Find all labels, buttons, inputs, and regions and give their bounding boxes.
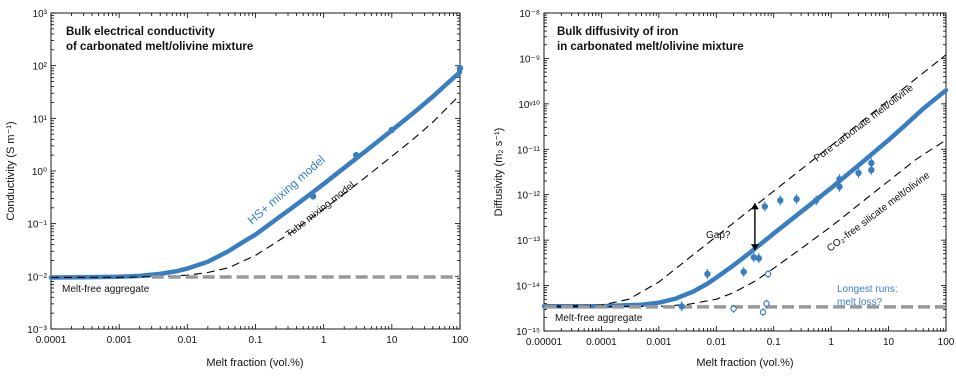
left-x-tick-label: 1 — [321, 335, 327, 346]
right-x-tick-label: 0.001 — [646, 337, 671, 348]
right-y-tick-label: 10⁻¹¹ — [517, 145, 541, 156]
right-y-tick-label: 10⁻¹⁴ — [516, 282, 540, 293]
pure-carbonate-label: Pure carbonate melt/olivine — [812, 82, 916, 164]
left-measurements-point — [353, 151, 360, 159]
right-measurements-point — [777, 197, 784, 204]
right-open-points-point — [764, 270, 772, 278]
left-measurements-point — [388, 126, 395, 134]
right-measurements-point — [740, 268, 747, 276]
right-x-tick-label: 0.00001 — [526, 337, 563, 348]
right-measurements-point — [793, 195, 800, 203]
left-x-tick-label: 0.01 — [178, 335, 198, 346]
left-panel: 0.0001 0.001 0.01 0.1 1 10 100 10⁻³ 10⁻² 10⁻¹ 10⁰ 1… — [5, 9, 469, 369]
left-series-layer — [48, 64, 464, 280]
left-chart-subtitle: of carbonated melt/olivine mixture — [66, 41, 253, 53]
right-measurements-point — [868, 159, 875, 167]
left-y-tick-label: 10⁰ — [32, 167, 47, 178]
left-x-tick-label: 10 — [386, 335, 398, 346]
right-measurements-point — [855, 169, 862, 177]
right-measurements-point — [704, 270, 711, 278]
right-hs-mixing-model-line — [541, 87, 949, 309]
left-y-tick-label: 10⁻³ — [27, 325, 47, 336]
longest-runs-label-line1: Longest runs: — [837, 284, 898, 295]
left-hs-mixing-model-line — [48, 69, 463, 280]
right-x-tick-label: 1 — [828, 337, 834, 348]
gap-arrow-head-down — [750, 244, 759, 251]
right-open-points-point — [763, 300, 770, 307]
left-y-tick-label: 10⁻² — [27, 272, 47, 283]
right-y-tick-label: 10⁻¹² — [517, 191, 541, 202]
left-y-axis-title: Conductivity (S m⁻¹) — [5, 121, 17, 220]
gap-arrow-head-up — [750, 203, 759, 210]
left-measurements-point — [456, 64, 464, 72]
right-measurements-point — [750, 254, 757, 261]
right-chart-title: Bulk diffusivity of iron — [557, 26, 678, 38]
right-y-tick-label: 10⁻⁹ — [519, 54, 540, 65]
right-baseline-label: Melt-free aggregate — [555, 313, 643, 324]
right-measurements-point — [755, 255, 762, 262]
right-co-free-silicate-melt-olivine-line — [543, 139, 947, 308]
right-pure-carbonate-melt-olivine-line — [543, 54, 947, 307]
right-measurements-point — [836, 176, 843, 183]
left-axis-ticks: 0.0001 0.001 0.01 0.1 1 10 100 10⁻³ 10⁻² 10⁻¹ 10⁰ 1… — [27, 9, 469, 346]
right-x-tick-label: 0.1 — [767, 337, 781, 348]
right-open-points-point — [759, 308, 767, 316]
right-measurements-point — [868, 166, 875, 174]
right-y-tick-label: 10ᵛ¹⁰ — [518, 100, 540, 111]
longest-runs-label-line2: melt loss? — [837, 297, 882, 308]
left-y-tick-label: 10⁻¹ — [27, 220, 47, 231]
right-series-layer — [541, 54, 949, 317]
left-y-tick-label: 10² — [33, 62, 48, 73]
left-x-axis-title: Melt fraction (vol.%) — [206, 357, 303, 369]
gap-label: Gap? — [706, 230, 731, 241]
right-x-tick-label: 0.0001 — [586, 337, 617, 348]
right-x-axis-title: Melt fraction (vol.%) — [696, 357, 793, 369]
right-panel: 0.00001 0.0001 0.001 0.01 0.1 1 10 100 10⁻¹⁵ 10⁻¹… — [493, 9, 955, 369]
right-y-tick-label: 10⁻¹⁵ — [516, 327, 540, 338]
right-y-tick-label: 10⁻¹³ — [517, 236, 541, 247]
right-x-tick-label: 0.01 — [707, 337, 727, 348]
right-plot-frame — [543, 12, 947, 332]
right-measurements-point — [836, 183, 843, 190]
left-measurements-point — [309, 193, 317, 200]
right-chart-subtitle: in carbonated melt/olivine mixture — [557, 41, 744, 53]
left-x-tick-label: 0.1 — [249, 335, 263, 346]
right-axis-ticks: 0.00001 0.0001 0.001 0.01 0.1 1 10 100 10⁻¹⁵ 10⁻¹… — [516, 9, 955, 348]
left-plot-frame — [50, 12, 461, 330]
right-x-tick-label: 100 — [938, 337, 955, 348]
left-x-tick-label: 100 — [452, 335, 469, 346]
right-x-tick-label: 10 — [883, 337, 895, 348]
right-open-points-point — [730, 305, 737, 312]
left-y-tick-label: 10³ — [33, 9, 48, 20]
left-y-tick-label: 10¹ — [33, 114, 48, 125]
right-measurements-point — [761, 203, 768, 210]
right-measurements-point — [678, 303, 685, 310]
left-x-tick-label: 0.0001 — [36, 335, 67, 346]
left-chart-title: Bulk electrical conductivity — [66, 26, 216, 38]
right-y-axis-title: Diffusivity (m₂ s⁻¹) — [493, 128, 505, 217]
right-y-tick-label: 10⁻⁸ — [519, 9, 540, 20]
left-x-tick-label: 0.001 — [107, 335, 132, 346]
left-baseline-label: Melt-free aggregate — [62, 284, 150, 295]
right-measurements-point — [813, 197, 820, 204]
